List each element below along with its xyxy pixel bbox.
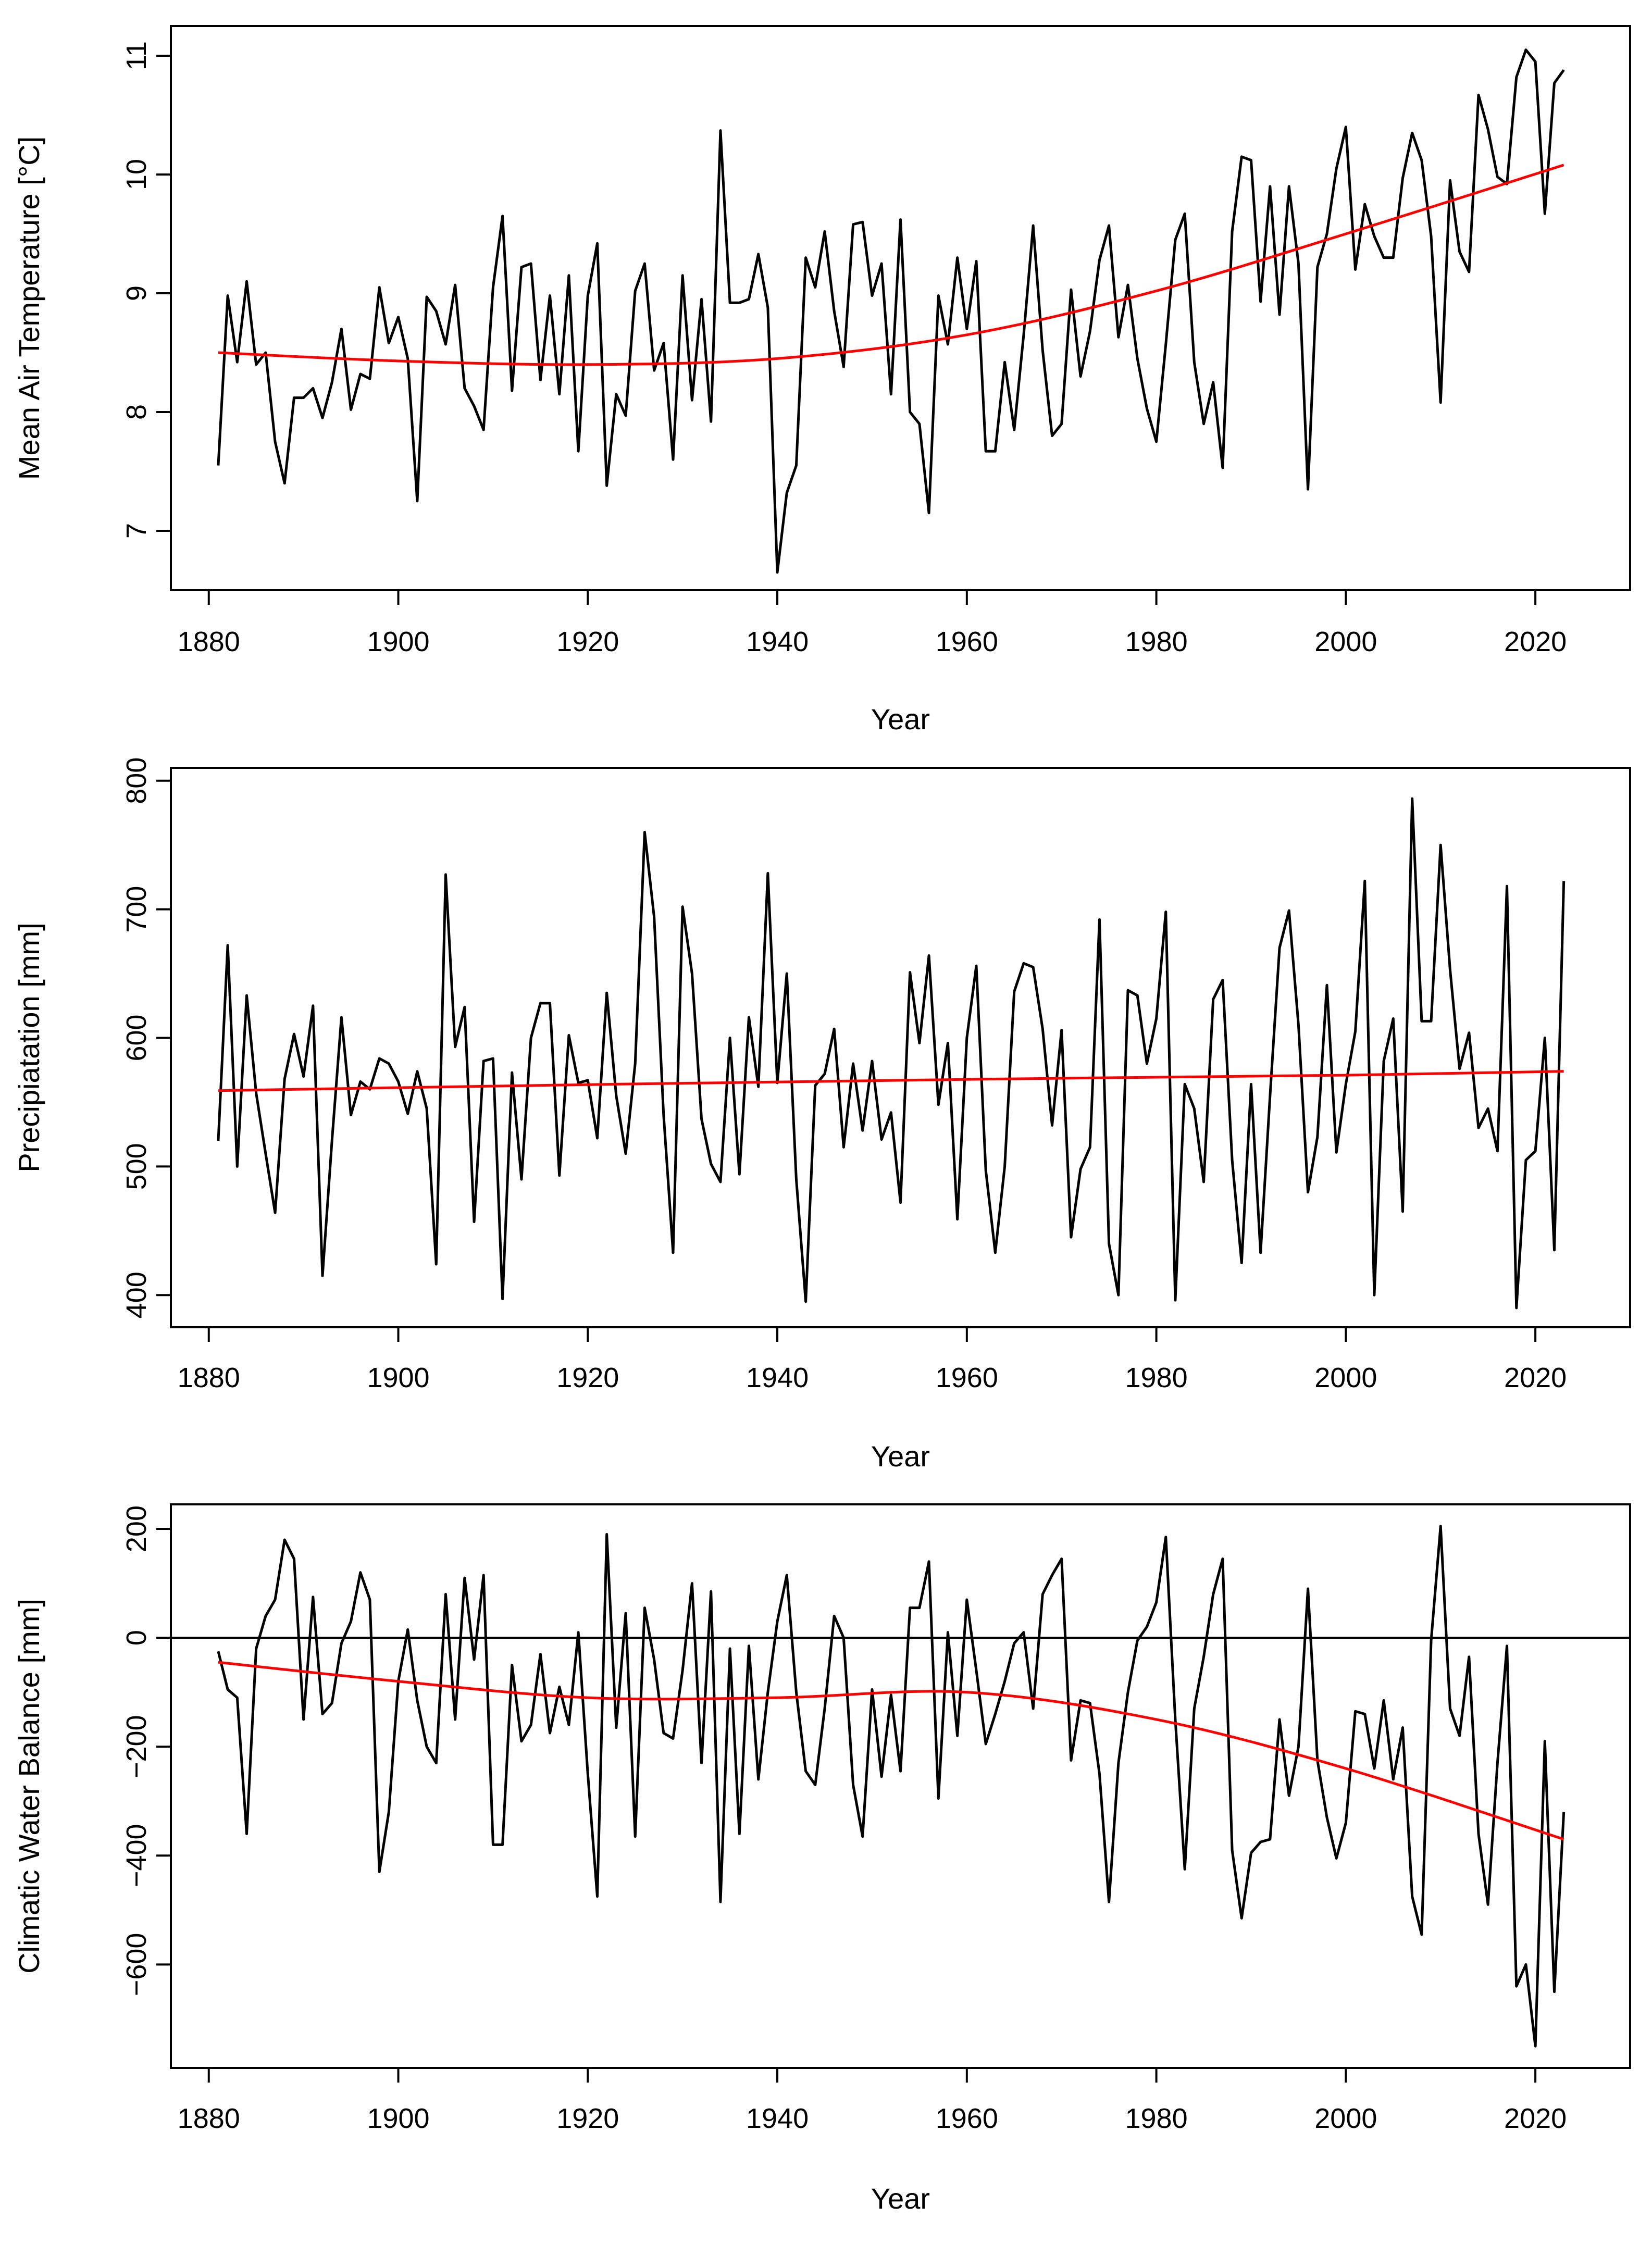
- x-tick-label: 1980: [1125, 1362, 1188, 1393]
- x-tick-label: 1920: [556, 626, 619, 657]
- y-tick-label: −200: [121, 1715, 152, 1778]
- y-tick-label: 600: [121, 1014, 152, 1061]
- y-tick-label: 10: [121, 159, 152, 190]
- x-tick-label: 1880: [178, 626, 240, 657]
- x-tick-label: 1940: [746, 626, 809, 657]
- series-line: [217, 797, 1566, 1310]
- x-tick-label: 1980: [1125, 2103, 1188, 2134]
- y-tick-label: 200: [121, 1505, 152, 1552]
- x-axis-label: Year: [871, 703, 930, 736]
- y-axis-label: Precipiatation [mm]: [13, 923, 45, 1172]
- x-tick-label: 1920: [556, 2103, 619, 2134]
- series-line: [217, 48, 1565, 574]
- x-tick-label: 1960: [936, 1362, 998, 1393]
- x-axis-label: Year: [871, 1440, 930, 1473]
- plot-frame: [170, 1503, 1631, 2069]
- x-tick-label: 1880: [178, 1362, 240, 1393]
- x-tick-label: 2000: [1314, 2103, 1377, 2134]
- y-tick-label: 8: [121, 404, 152, 420]
- x-tick-label: 1900: [367, 1362, 429, 1393]
- y-tick-label: 7: [121, 523, 152, 539]
- trend-line: [218, 1070, 1564, 1092]
- trend-line: [218, 1661, 1564, 1841]
- x-tick-label: 1940: [746, 2103, 809, 2134]
- x-tick-label: 1960: [936, 626, 998, 657]
- x-tick-label: 2000: [1314, 1362, 1377, 1393]
- panel-2: 1880 1900 1920 1940 1960 1980 2000 2020 400 500 60…: [13, 757, 1631, 1473]
- panel-1: 1880 1900 1920 1940 1960 1980 2000 2020 7 8 9 10 11 Y…: [13, 25, 1631, 736]
- plot-frame: [170, 25, 1631, 591]
- x-tick-label: 2020: [1504, 1362, 1567, 1393]
- y-tick-label: 700: [121, 886, 152, 933]
- x-tick-label: 2020: [1504, 626, 1567, 657]
- x-tick-label: 1980: [1125, 626, 1188, 657]
- x-tick-label: 1940: [746, 1362, 809, 1393]
- y-tick-label: 11: [121, 41, 152, 70]
- x-axis-label: Year: [871, 2182, 930, 2215]
- plot-frame: [170, 767, 1631, 1328]
- x-tick-label: 2020: [1504, 2103, 1567, 2134]
- y-tick-label: 500: [121, 1143, 152, 1190]
- y-tick-label: 0: [121, 1630, 152, 1646]
- x-tick-label: 1920: [556, 1362, 619, 1393]
- trend-line: [218, 164, 1564, 366]
- y-tick-label: 800: [121, 757, 152, 804]
- y-tick-label: 400: [121, 1272, 152, 1318]
- panel-3: 1880 1900 1920 1940 1960 1980 2000 2020−600−400…: [13, 1503, 1631, 2215]
- y-axis-label: Mean Air Temperature [°C]: [13, 136, 45, 480]
- x-tick-label: 2000: [1314, 626, 1377, 657]
- series-line: [217, 1525, 1566, 2048]
- x-tick-label: 1900: [367, 626, 429, 657]
- y-tick-label: −600: [121, 1933, 152, 1997]
- x-tick-label: 1880: [178, 2103, 240, 2134]
- y-tick-label: −400: [121, 1824, 152, 1887]
- y-axis-label: Climatic Water Balance [mm]: [13, 1599, 45, 1974]
- x-tick-label: 1960: [936, 2103, 998, 2134]
- x-tick-label: 1900: [367, 2103, 429, 2134]
- y-tick-label: 9: [121, 285, 152, 301]
